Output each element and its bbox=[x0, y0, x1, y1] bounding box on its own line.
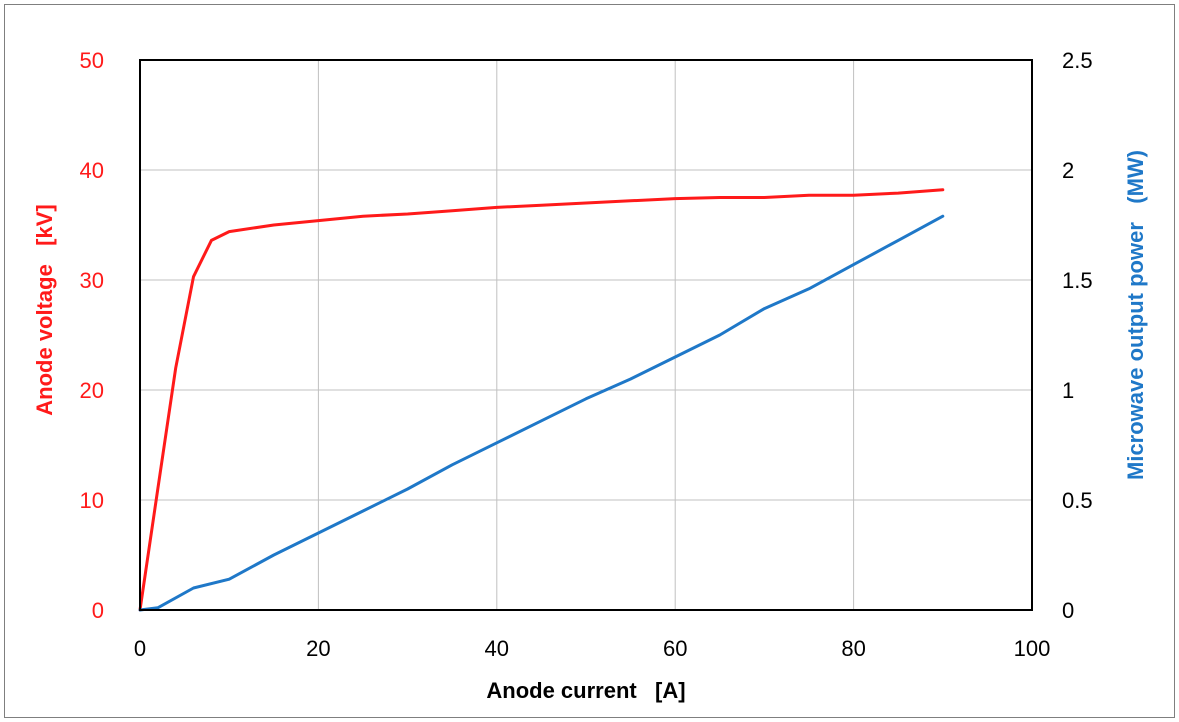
right-y-tick-label: 2.5 bbox=[1062, 48, 1093, 73]
voltage-series-line bbox=[138, 188, 945, 612]
x-tick-label: 60 bbox=[663, 636, 687, 661]
x-tick-label: 0 bbox=[134, 636, 146, 661]
left-y-tick-label: 10 bbox=[80, 488, 104, 513]
x-tick-label: 100 bbox=[1014, 636, 1051, 661]
x-axis-title: Anode current [A] bbox=[486, 678, 685, 703]
left-y-tick-label: 0 bbox=[92, 598, 104, 623]
left-y-axis-title: Anode voltage [kV] bbox=[32, 204, 57, 415]
left-y-tick-label: 20 bbox=[80, 378, 104, 403]
power-series-line bbox=[138, 214, 945, 612]
left-y-tick-label: 30 bbox=[80, 268, 104, 293]
tick-labels: 0 20 40 60 80 100 0 10 20 30 40 50 0 0.5 1 1.5 2 2.5 bbox=[80, 48, 1093, 661]
plot-area bbox=[140, 60, 1032, 610]
series-layer bbox=[138, 188, 945, 612]
right-y-tick-label: 0.5 bbox=[1062, 488, 1093, 513]
right-y-tick-label: 1.5 bbox=[1062, 268, 1093, 293]
x-tick-label: 80 bbox=[841, 636, 865, 661]
right-y-tick-label: 1 bbox=[1062, 378, 1074, 403]
left-y-tick-label: 40 bbox=[80, 158, 104, 183]
left-y-tick-label: 50 bbox=[80, 48, 104, 73]
right-y-tick-label: 0 bbox=[1062, 598, 1074, 623]
right-y-tick-label: 2 bbox=[1062, 158, 1074, 183]
x-tick-label: 40 bbox=[485, 636, 509, 661]
right-y-axis-title: Microwave output power (MW) bbox=[1123, 150, 1148, 480]
plot-border bbox=[139, 59, 1033, 611]
x-tick-label: 20 bbox=[306, 636, 330, 661]
